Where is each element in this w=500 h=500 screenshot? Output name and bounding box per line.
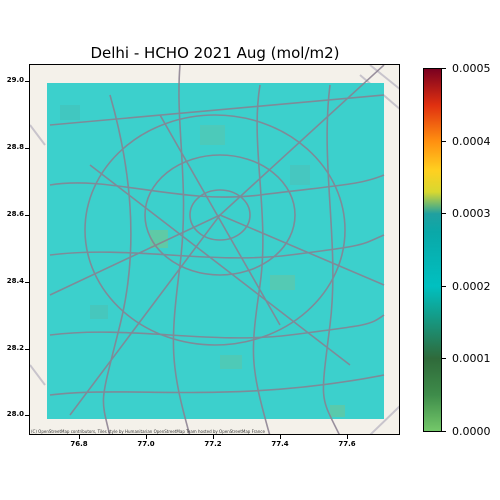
x-tick-label: 77.2 <box>204 440 222 448</box>
x-tick-label: 77.4 <box>271 440 289 448</box>
colorbar-tick-label: 0.0000 <box>452 425 491 438</box>
y-tick-mark <box>25 148 29 149</box>
x-tick-label: 77.0 <box>137 440 155 448</box>
colorbar-tick-label: 0.0001 <box>452 352 491 365</box>
y-tick-label: 28.2 <box>6 344 24 352</box>
colorbar-tick-mark <box>442 431 446 432</box>
colorbar-tick-label: 0.0003 <box>452 207 491 220</box>
hcho-variation-patches <box>60 105 345 417</box>
colorbar-tick-label: 0.0004 <box>452 135 491 148</box>
x-tick-mark <box>280 435 281 439</box>
colorbar-tick-mark <box>442 358 446 359</box>
map-title: Delhi - HCHO 2021 Aug (mol/m2) <box>90 44 340 62</box>
map-panel <box>29 64 400 435</box>
map-attribution: (C) OpenStreetMap contributors, Tiles st… <box>31 429 265 434</box>
colorbar-tick-mark <box>442 68 446 69</box>
colorbar <box>423 68 442 432</box>
colorbar-tick-mark <box>442 141 446 142</box>
x-tick-label: 77.6 <box>338 440 356 448</box>
x-tick-mark <box>213 435 214 439</box>
x-tick-mark <box>347 435 348 439</box>
road-network <box>49 65 385 434</box>
y-tick-mark <box>25 81 29 82</box>
colorbar-tick-mark <box>442 286 446 287</box>
x-tick-mark <box>146 435 147 439</box>
y-tick-mark <box>25 349 29 350</box>
y-tick-label: 29.0 <box>6 76 24 84</box>
colorbar-tick-label: 0.0005 <box>452 62 491 75</box>
x-tick-mark <box>79 435 80 439</box>
colorbar-tick-label: 0.0002 <box>452 280 491 293</box>
y-tick-label: 28.6 <box>6 210 24 218</box>
y-tick-label: 28.0 <box>6 410 24 418</box>
y-tick-label: 28.4 <box>6 277 24 285</box>
y-tick-label: 28.8 <box>6 143 24 151</box>
y-tick-mark <box>25 282 29 283</box>
x-tick-label: 76.8 <box>70 440 88 448</box>
y-tick-mark <box>25 215 29 216</box>
y-tick-mark <box>25 415 29 416</box>
colorbar-tick-mark <box>442 213 446 214</box>
map-canvas <box>30 65 399 434</box>
